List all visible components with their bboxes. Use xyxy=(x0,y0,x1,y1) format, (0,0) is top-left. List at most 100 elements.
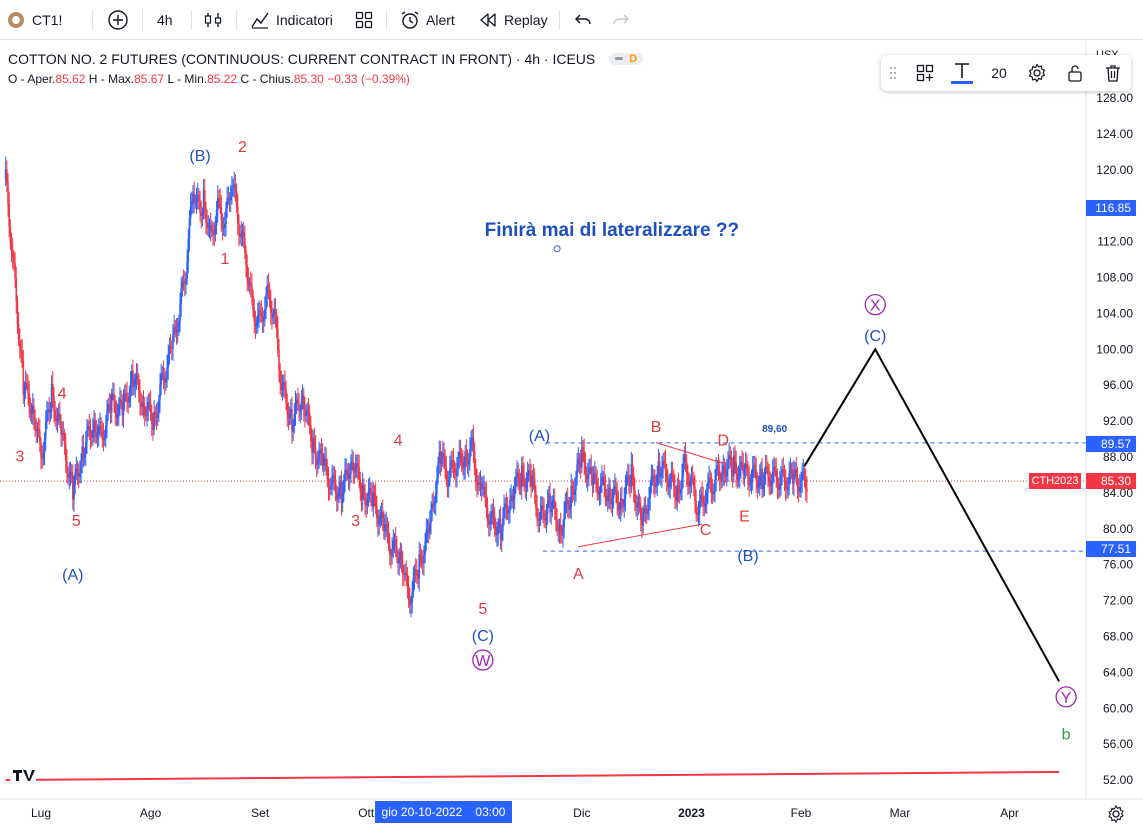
alert-button[interactable]: Alert xyxy=(400,8,455,32)
wave-label: C xyxy=(700,522,712,539)
candle-body xyxy=(618,508,621,511)
candle-body xyxy=(103,437,106,441)
candle-body xyxy=(430,509,432,524)
candle-body xyxy=(274,309,277,315)
candle-body xyxy=(63,434,66,445)
candle-body xyxy=(44,422,47,440)
candle-body xyxy=(102,435,105,441)
data-status-badge[interactable]: D xyxy=(609,53,644,65)
candle-body xyxy=(255,323,258,328)
candle-body xyxy=(109,405,112,412)
candle-body xyxy=(302,395,305,410)
chart-type-button[interactable] xyxy=(203,8,223,32)
candle-body xyxy=(536,507,538,519)
candle-body xyxy=(763,473,766,485)
wave-label: E xyxy=(739,509,750,526)
candle-body xyxy=(677,484,680,490)
candle-body xyxy=(520,465,523,488)
candle-body xyxy=(529,470,531,476)
wave-label: 3 xyxy=(15,448,24,465)
replay-button[interactable]: Replay xyxy=(478,8,548,32)
text-color-button[interactable] xyxy=(949,61,975,85)
candle-body xyxy=(438,452,441,463)
candle-body xyxy=(234,184,237,192)
candle-body xyxy=(575,477,577,490)
candle-body xyxy=(143,406,146,416)
candle-body xyxy=(485,494,488,509)
candle-body xyxy=(343,479,345,494)
candle-body xyxy=(41,456,43,459)
candle-body xyxy=(588,468,590,476)
candle-body xyxy=(167,353,170,368)
price-tick-label: 76.00 xyxy=(1103,558,1133,572)
candle-body xyxy=(525,482,528,489)
candle-body xyxy=(298,404,300,411)
candle-body xyxy=(116,413,119,418)
grid-layout-icon xyxy=(355,11,373,29)
candle-body xyxy=(18,339,21,347)
candle-body xyxy=(701,494,703,497)
candle-body xyxy=(100,425,102,431)
candle-body xyxy=(376,505,378,519)
candle-body xyxy=(301,395,304,402)
price-tick-label: 72.00 xyxy=(1103,594,1133,608)
candle-body xyxy=(429,523,431,533)
candle-body xyxy=(367,490,370,499)
price-chart[interactable]: (B) 2 1 4 3 5 (A) 4 3 5 (C) W (A) B D A C E (B) X (C) Yb Finir… xyxy=(0,41,1143,832)
candle-body xyxy=(562,527,564,536)
symbol-search[interactable]: CT1! xyxy=(6,8,62,32)
candle-body xyxy=(193,194,195,203)
price-tick-label: 104.00 xyxy=(1096,306,1133,320)
lock-button[interactable] xyxy=(1063,61,1087,85)
price-axis[interactable]: USX52.0056.0060.0064.0068.0072.0076.0080… xyxy=(1085,41,1143,799)
candle-body xyxy=(380,512,383,515)
delete-button[interactable] xyxy=(1101,61,1125,85)
candle-body xyxy=(347,474,350,479)
layouts-button[interactable] xyxy=(354,8,374,32)
candle-body xyxy=(215,210,218,226)
candle-body xyxy=(610,501,613,505)
time-axis-bg xyxy=(0,799,1143,832)
candle-body xyxy=(676,484,679,502)
alarm-clock-icon xyxy=(401,11,419,29)
wave-label: X xyxy=(870,298,881,315)
undo-button[interactable] xyxy=(573,8,593,32)
candle-body xyxy=(582,446,584,451)
candle-body xyxy=(295,399,298,403)
candle-body xyxy=(233,184,236,186)
time-tick-label: 2023 xyxy=(678,806,705,820)
price-tick-label: 60.00 xyxy=(1103,701,1133,715)
candle-body xyxy=(433,502,436,505)
axis-settings-gear-icon[interactable] xyxy=(1108,804,1124,824)
candle-body xyxy=(354,467,357,473)
candle-body xyxy=(307,410,310,414)
candle-body xyxy=(767,467,769,477)
candle-body xyxy=(576,464,578,478)
candle-body xyxy=(27,383,29,394)
template-icon xyxy=(916,64,934,82)
drag-handle[interactable] xyxy=(887,61,899,85)
candle-body xyxy=(13,256,15,264)
candle-body xyxy=(715,469,717,480)
max-label: Max. xyxy=(108,72,135,86)
settings-button[interactable] xyxy=(1025,61,1049,85)
redo-button[interactable] xyxy=(611,8,631,32)
candle-body xyxy=(664,461,667,472)
candle-body xyxy=(110,394,113,412)
alert-label: Alert xyxy=(426,12,455,28)
candle-body xyxy=(57,413,60,416)
candle-body xyxy=(727,459,729,470)
font-size-button[interactable]: 20 xyxy=(987,61,1011,85)
template-button[interactable] xyxy=(913,61,937,85)
candle-body xyxy=(314,447,317,460)
candle-body xyxy=(262,319,265,321)
candle-body xyxy=(750,477,753,484)
candle-body xyxy=(126,394,128,400)
candle-body xyxy=(353,471,356,473)
candle-body xyxy=(625,476,628,487)
candle-body xyxy=(512,497,515,501)
time-axis[interactable]: LugAgoSetOttNovDic2023FebMarApr xyxy=(0,798,1143,832)
compare-button[interactable] xyxy=(107,8,129,32)
interval-button[interactable]: 4h xyxy=(157,8,173,32)
indicators-button[interactable]: Indicatori xyxy=(250,8,333,32)
